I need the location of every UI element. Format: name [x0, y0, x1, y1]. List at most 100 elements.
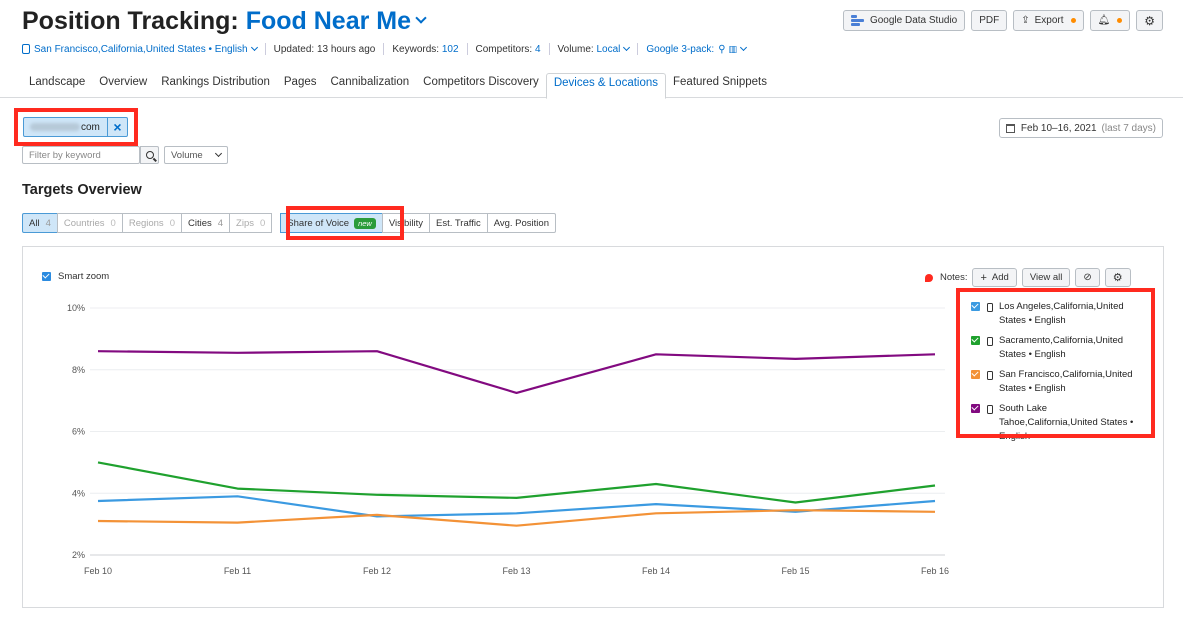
map-pin-icon: ⚲ [718, 43, 726, 55]
main-tabs: Landscape Overview Rankings Distribution Pa… [22, 72, 1183, 99]
checkbox-icon[interactable] [971, 336, 980, 345]
legend-item[interactable]: Sacramento,California,United States • En… [971, 334, 1141, 362]
pdf-label: PDF [979, 15, 1000, 26]
volume-label: Volume: [557, 43, 594, 55]
y-tick-label: 4% [72, 488, 85, 498]
legend-label: Sacramento,California,United States • En… [999, 335, 1124, 360]
device-icon [22, 44, 30, 54]
checkbox-icon[interactable] [971, 404, 980, 413]
x-tick-label: Feb 16 [921, 566, 949, 576]
highlight-box-legend [956, 288, 1155, 438]
keywords-label: Keywords: [392, 43, 440, 55]
checkbox-icon[interactable] [971, 302, 980, 311]
data-studio-icon [850, 15, 864, 26]
new-badge: new [354, 217, 376, 229]
export-label: Export [1034, 15, 1064, 26]
keywords-count[interactable]: 102 [441, 43, 459, 55]
y-tick-label: 8% [72, 365, 85, 375]
gear-icon: ⚙ [1112, 272, 1123, 284]
competitors-count[interactable]: 4 [534, 43, 541, 55]
export-icon: ⇪ [1021, 15, 1030, 26]
project-selector[interactable]: Food Near Me [245, 6, 411, 35]
date-range-text: Feb 10–16, 2021 [1020, 122, 1097, 134]
tab-competitors-discovery[interactable]: Competitors Discovery [423, 75, 539, 88]
building-icon: ▥ [728, 43, 738, 54]
location-selector[interactable]: San Francisco,California,United States •… [34, 43, 248, 55]
series-line[interactable] [97, 495, 936, 518]
domain-filter-chip[interactable]: com × [23, 117, 128, 137]
gear-icon: ⚙ [1144, 13, 1155, 28]
notifications-button[interactable]: 🔔︎ [1089, 10, 1131, 31]
tab-rankings-distribution[interactable]: Rankings Distribution [161, 75, 270, 88]
volume-dropdown-label: Volume [171, 149, 203, 161]
highlight-box-share-of-voice [286, 206, 404, 240]
page-title-prefix: Position Tracking: [22, 6, 239, 35]
x-tick-label: Feb 14 [642, 566, 670, 576]
x-tick-label: Feb 15 [781, 566, 809, 576]
series-line[interactable] [97, 350, 936, 394]
target-filter-cities[interactable]: Cities 4 [180, 213, 231, 233]
mobile-device-icon [987, 371, 993, 380]
hide-notes-button[interactable]: ⊘ [1075, 268, 1100, 287]
x-tick-label: Feb 11 [224, 566, 251, 576]
series-line[interactable] [97, 461, 936, 504]
project-meta: San Francisco,California,United States •… [22, 43, 748, 55]
series-line[interactable] [97, 509, 936, 527]
close-icon[interactable]: × [107, 118, 127, 136]
export-button[interactable]: ⇪ Export [1013, 10, 1084, 31]
x-tick-label: Feb 10 [84, 566, 112, 576]
updated-text: Updated: 13 hours ago [273, 43, 376, 55]
bell-icon: 🔔︎ [1097, 15, 1111, 26]
chart-legend: Los Angeles,California,United States • E… [971, 300, 1141, 450]
checkbox-icon[interactable] [42, 272, 51, 281]
tab-featured-snippets[interactable]: Featured Snippets [673, 75, 767, 88]
target-filter-regions[interactable]: Regions 0 [121, 213, 182, 233]
google-data-studio-label: Google Data Studio [869, 15, 958, 26]
x-tick-label: Feb 13 [502, 566, 530, 576]
notification-dot [1070, 18, 1076, 23]
tab-overview[interactable]: Overview [99, 75, 148, 88]
calendar-icon [1005, 123, 1015, 133]
y-tick-label: 2% [72, 550, 85, 560]
top-actions: Google Data Studio PDF ⇪ Export 🔔︎ ⚙ [842, 10, 1163, 31]
highlight-box-domain [14, 108, 138, 146]
tab-landscape[interactable]: Landscape [29, 75, 86, 88]
volume-dropdown[interactable]: Volume [164, 146, 228, 164]
metric-est-traffic[interactable]: Est. Traffic [429, 213, 488, 233]
smart-zoom-toggle[interactable]: Smart zoom [42, 271, 109, 282]
y-tick-label: 6% [72, 427, 85, 437]
checkbox-icon[interactable] [971, 370, 980, 379]
mobile-device-icon [987, 337, 993, 346]
metric-share-of-voice[interactable]: Share of Voice new [280, 213, 383, 233]
search-button[interactable] [140, 146, 159, 164]
target-filter-group: All 4 Countries 0 Regions 0 Cities 4 Zips 0 S… [22, 213, 556, 233]
add-note-button[interactable]: + Add [972, 268, 1017, 287]
metric-avg-position[interactable]: Avg. Position [486, 213, 556, 233]
x-tick-label: Feb 12 [363, 566, 391, 576]
tab-devices-locations[interactable]: Devices & Locations [545, 73, 667, 99]
chart-settings-button[interactable]: ⚙ [1104, 268, 1131, 287]
mobile-device-icon [987, 405, 993, 414]
y-tick-label: 10% [67, 303, 85, 313]
legend-item[interactable]: San Francisco,California,United States •… [971, 368, 1141, 396]
google-data-studio-button[interactable]: Google Data Studio [842, 10, 966, 31]
tab-cannibalization[interactable]: Cannibalization [330, 75, 410, 88]
keyword-filter-input[interactable]: Filter by keyword [22, 146, 140, 164]
pdf-button[interactable]: PDF [971, 10, 1008, 31]
notification-dot [1117, 18, 1123, 23]
legend-item[interactable]: Los Angeles,California,United States • E… [971, 300, 1141, 328]
date-range-button[interactable]: Feb 10–16, 2021 (last 7 days) [998, 118, 1163, 138]
target-filter-countries[interactable]: Countries 0 [56, 213, 123, 233]
volume-selector[interactable]: Local [596, 43, 621, 55]
tab-pages[interactable]: Pages [283, 75, 317, 88]
target-filter-zips[interactable]: Zips 0 [229, 213, 273, 233]
google-3pack-label[interactable]: Google 3-pack: [646, 43, 715, 55]
notes-controls: Notes: + Add View all ⊘ ⚙ [925, 268, 1131, 287]
note-flag-icon [925, 273, 933, 282]
search-icon [145, 151, 154, 159]
view-all-notes-button[interactable]: View all [1021, 268, 1071, 287]
legend-label: San Francisco,California,United States •… [999, 369, 1133, 394]
settings-button[interactable]: ⚙ [1136, 10, 1163, 31]
section-title: Targets Overview [22, 182, 142, 198]
